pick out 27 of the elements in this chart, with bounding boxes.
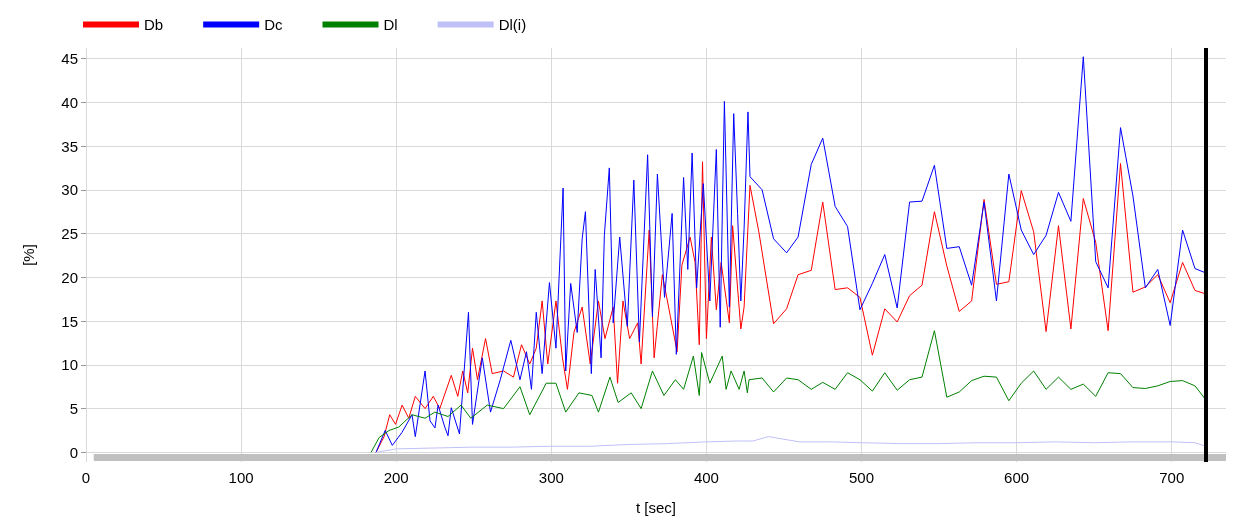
legend-label: Db xyxy=(144,16,164,33)
x-tick-label: 100 xyxy=(228,469,254,486)
x-tick-label: 600 xyxy=(1004,469,1030,486)
x-tick-label: 700 xyxy=(1159,469,1185,486)
y-tick-label: 30 xyxy=(61,181,78,199)
x-tick-label: 500 xyxy=(848,469,875,486)
legend-label: Dl xyxy=(383,16,398,33)
y-tick-label: 20 xyxy=(61,268,78,286)
y-tick-label: 40 xyxy=(61,93,78,111)
legend-label: Dl(i) xyxy=(498,16,527,33)
x-tick-label: 0 xyxy=(81,469,91,486)
y-tick-label: 15 xyxy=(61,312,78,330)
x-tick-label: 200 xyxy=(383,469,409,486)
y-tick-label: 45 xyxy=(61,50,78,67)
y-tick-label: 25 xyxy=(61,225,78,243)
x-tick-label: 400 xyxy=(693,469,719,486)
y-tick-label: 10 xyxy=(61,356,78,374)
y-tick-label: 5 xyxy=(69,400,78,418)
y-axis-title: [%] xyxy=(20,244,37,266)
legend-label: Dc xyxy=(264,16,284,33)
x-axis-title: t [sec] xyxy=(635,499,677,516)
y-tick-label: 35 xyxy=(61,137,78,155)
x-tick-label: 300 xyxy=(538,469,564,486)
line-series xyxy=(370,330,1207,453)
line-series xyxy=(375,56,1207,453)
line-series xyxy=(375,436,1207,453)
y-tick-label: 0 xyxy=(69,443,78,461)
